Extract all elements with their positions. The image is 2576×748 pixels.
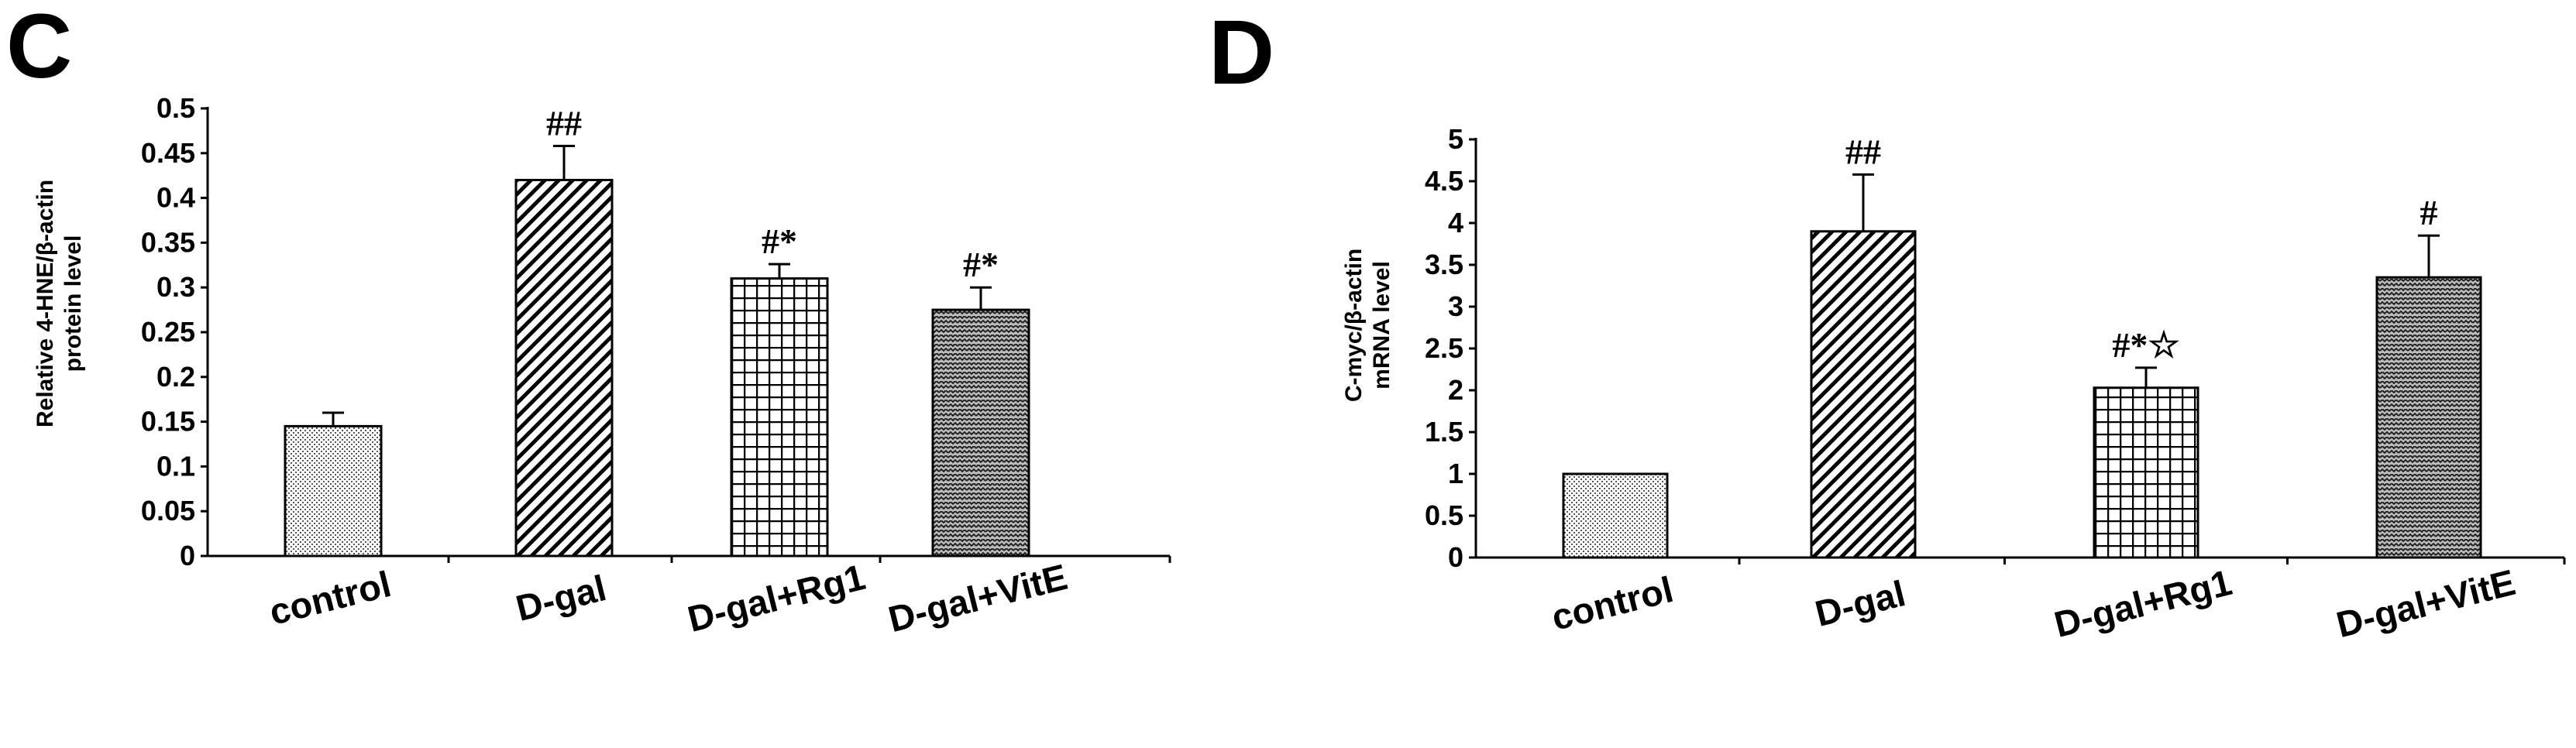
panel-c-y-tick-label: 0.35	[141, 226, 195, 258]
panel-d-category-label-1: control	[1547, 568, 1677, 638]
panel-c-category-label-3: D-gal+Rg1	[683, 556, 869, 640]
panel-d-y-tick-label: 2	[1448, 374, 1463, 406]
panel-c: C Relative 4-HNE/β-actin protein level 0…	[6, 0, 1171, 640]
panel-d-bar-3	[2093, 386, 2199, 559]
panel-c-bar-1	[284, 424, 383, 558]
panel-d-category-label-2: D-gal	[1811, 572, 1910, 634]
panel-d-bar-1	[1562, 472, 1669, 559]
panel-d-significance-2: ##	[1845, 132, 1881, 171]
panel-c-y-tick-label: 0.1	[156, 450, 195, 482]
panel-d-y-axis-title: C-myc/β-actin mRNA level	[1341, 249, 1395, 402]
panel-d-bar-2	[1810, 230, 1917, 559]
panel-d-y-tick-label: 1	[1448, 458, 1463, 489]
panel-c-y-tick-label: 0.25	[141, 316, 195, 348]
panel-c-y-tick-label: 0.45	[141, 137, 195, 169]
panel-c-significance-3: #*	[762, 221, 797, 261]
panel-d-plot-area: 0 0.5 1 1.5 2 2.5 3 3.5 4 4.5 5 control ## D-gal #*☆ D-…	[1425, 123, 2566, 645]
panel-d-y-tick-label: 5	[1448, 123, 1463, 155]
panel-c-significance-4: #*	[963, 245, 999, 284]
panel-c-letter: C	[6, 0, 72, 98]
panel-d-y-tick-label: 1.5	[1425, 416, 1463, 448]
panel-c-bar-3	[730, 277, 829, 558]
panel-d-bar-4	[2375, 276, 2482, 559]
panel-c-y-tick-label: 0.2	[156, 361, 195, 393]
panel-c-y-tick-label: 0.3	[156, 271, 195, 303]
panel-d-category-label-4: D-gal+VitE	[2332, 561, 2519, 645]
panel-d-y-tick-label: 0.5	[1425, 499, 1463, 531]
panel-c-significance-2: ##	[546, 104, 582, 143]
panel-d-letter: D	[1209, 2, 1274, 104]
panel-d-category-label-3: D-gal+Rg1	[2050, 561, 2236, 645]
panel-c-y-title-line-1: Relative 4-HNE/β-actin	[33, 180, 58, 427]
panel-c-category-label-4: D-gal+VitE	[884, 556, 1071, 640]
panel-c-bar-2	[514, 178, 614, 558]
panel-c-category-label-1: control	[265, 563, 394, 633]
panel-d-y-title-line-1: C-myc/β-actin	[1341, 249, 1367, 402]
panel-c-y-tick-label: 0.4	[156, 182, 195, 214]
panel-c-y-axis-title: Relative 4-HNE/β-actin protein level	[33, 180, 86, 427]
panel-d-y-tick-label: 2.5	[1425, 332, 1463, 364]
panel-c-y-tick-label: 0.5	[156, 92, 195, 124]
panel-c-y-title-line-2: protein level	[60, 235, 86, 372]
panel-d-y-tick-label: 0	[1448, 541, 1463, 573]
panel-d-y-tick-label: 4.5	[1425, 165, 1463, 197]
panel-d-y-tick-label: 3	[1448, 290, 1463, 322]
panel-d-y-title-line-2: mRNA level	[1369, 261, 1395, 389]
panel-d: D C-myc/β-actin mRNA level 0 0.5 1 1.5 2 2.5 3…	[1209, 2, 2566, 645]
panel-c-y-tick-label: 0.05	[141, 495, 195, 527]
panel-c-y-tick-label: 0.15	[141, 406, 195, 437]
panel-d-y-tick-label: 3.5	[1425, 249, 1463, 280]
panel-c-plot-area: 0 0.05 0.1 0.15 0.2 0.25 0.3 0.35 0.4 0.45 0.5 cont…	[141, 92, 1171, 640]
panel-d-significance-4: #	[2420, 193, 2438, 232]
panel-c-category-label-2: D-gal	[512, 567, 610, 629]
panel-d-significance-3: #*☆	[2112, 325, 2179, 365]
panel-c-y-tick-label: 0	[180, 540, 195, 571]
panel-d-y-tick-label: 4	[1448, 207, 1463, 238]
panel-c-bar-4	[931, 308, 1030, 558]
